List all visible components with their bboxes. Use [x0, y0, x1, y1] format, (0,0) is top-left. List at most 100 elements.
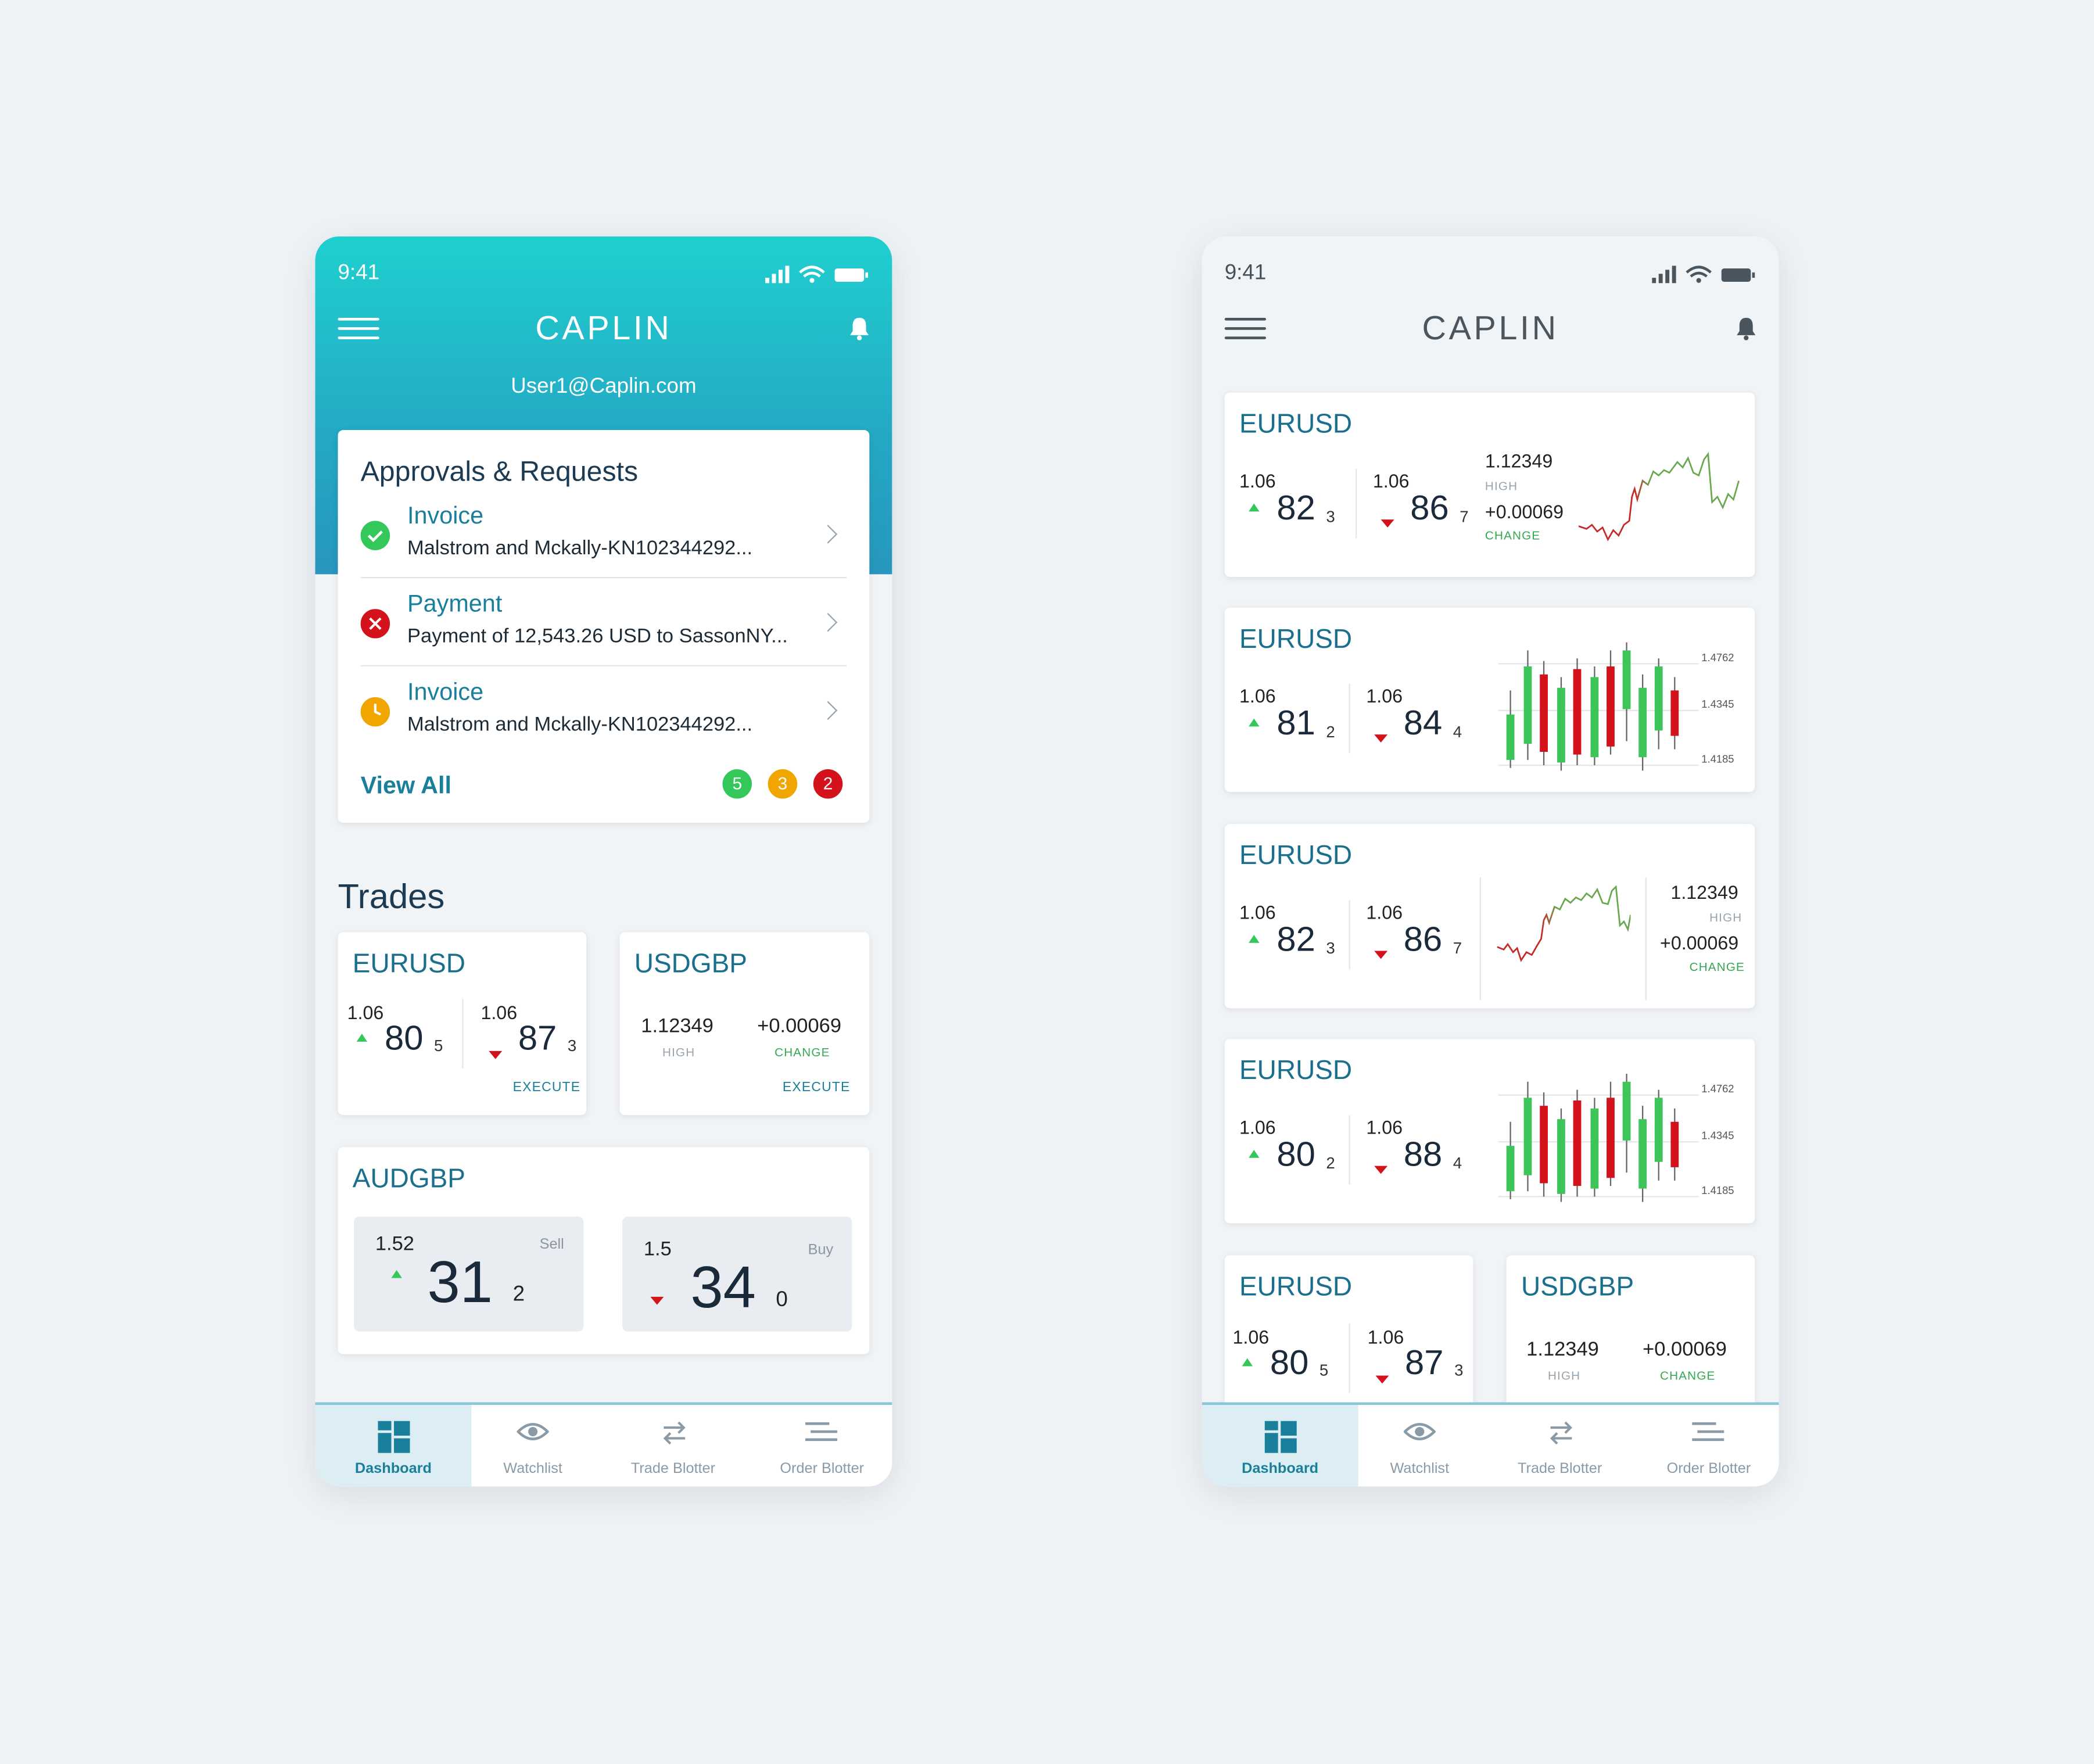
change-value: +0.00069	[1643, 1338, 1727, 1361]
pair-name: EURUSD	[1239, 841, 1353, 871]
nav-dashboard[interactable]: Dashboard	[315, 1405, 472, 1487]
bid-big[interactable]: 80	[384, 1017, 424, 1058]
bid-big[interactable]: 81	[1277, 702, 1315, 743]
bid-big[interactable]: 80	[1270, 1342, 1309, 1382]
ask-big[interactable]: 87	[1405, 1342, 1444, 1382]
change-value: +0.00069	[1485, 500, 1564, 522]
change-label: CHANGE	[1485, 529, 1541, 543]
candle-body	[1540, 674, 1548, 752]
status-icons	[1652, 266, 1755, 284]
nav-trade-blotter[interactable]: Trade Blotter	[1481, 1405, 1638, 1486]
menu-icon[interactable]	[1224, 318, 1266, 342]
view-all-link[interactable]: View All	[360, 772, 451, 799]
candle-body	[1557, 687, 1565, 763]
candle-body	[1590, 677, 1599, 758]
bid-small: 1.06	[1239, 685, 1276, 707]
candle-body	[1506, 714, 1515, 760]
ask-pip: 7	[1460, 507, 1469, 526]
approval-item[interactable]: Invoice Malstrom and Mckally-KN102344292…	[338, 500, 870, 577]
nav-order-blotter[interactable]: Order Blotter	[1638, 1405, 1779, 1486]
trade-tile-usdgbp[interactable]: USDGBP 1.12349 HIGH +0.00069 CHANGE	[1506, 1255, 1755, 1429]
phone-dashboard-approvals: 9:41 CAPLIN User1@Caplin.com Approvals &…	[315, 236, 892, 1487]
watchlist-card[interactable]: EURUSD 1.06 81 2 1.06 84 4 1.4762 1.4345…	[1224, 607, 1755, 793]
up-arrow-icon	[1242, 1358, 1253, 1367]
nav-dashboard[interactable]: Dashboard	[1202, 1405, 1358, 1487]
approval-type: Payment	[407, 590, 503, 617]
ask-big[interactable]: 88	[1403, 1134, 1443, 1174]
nav-label: Dashboard	[354, 1461, 432, 1478]
trade-tile-audgbp: AUDGBP 1.52 Sell 31 2 1.5 Buy 34 0	[338, 1147, 870, 1354]
approval-desc: Malstrom and Mckally-KN102344292...	[407, 536, 753, 560]
axis-label: 1.4185	[1701, 753, 1734, 766]
watchlist-card[interactable]: EURUSD 1.06 82 3 1.06 86 7 1.12349 HIGH …	[1224, 392, 1755, 577]
divider	[1349, 1115, 1350, 1185]
ask-big[interactable]: 86	[1410, 487, 1449, 528]
bid-big[interactable]: 82	[1277, 919, 1315, 959]
execute-button[interactable]: EXECUTE	[782, 1080, 851, 1095]
nav-label: Trade Blotter	[1518, 1461, 1602, 1478]
approval-desc: Malstrom and Mckally-KN102344292...	[407, 713, 753, 736]
chevron-right-icon	[818, 525, 838, 544]
ask-pip: 3	[1454, 1361, 1464, 1380]
candle-body	[1573, 669, 1582, 755]
approved-count-badge: 5	[722, 769, 752, 799]
sell-big: 31	[427, 1250, 493, 1316]
ask-big[interactable]: 86	[1403, 919, 1443, 959]
axis-label: 1.4762	[1701, 1083, 1734, 1095]
status-time: 9:41	[1224, 261, 1267, 285]
pair-name: EURUSD	[1239, 1272, 1353, 1303]
eye-icon	[1403, 1423, 1436, 1440]
high-label: HIGH	[1709, 910, 1742, 924]
pair-name: EURUSD	[1239, 1056, 1353, 1086]
pair-name: USDGBP	[1521, 1272, 1634, 1303]
bottom-nav: Dashboard Watchlist Trade Blotter Order …	[315, 1402, 892, 1487]
ask-small: 1.06	[1366, 1116, 1403, 1138]
down-arrow-icon	[489, 1050, 503, 1059]
menu-icon[interactable]	[338, 318, 379, 342]
ask-pip: 4	[1453, 722, 1462, 741]
up-arrow-icon	[391, 1270, 402, 1278]
bid-small: 1.06	[1239, 1116, 1276, 1138]
buy-button[interactable]: 1.5 Buy 34 0	[622, 1216, 852, 1332]
nav-watchlist[interactable]: Watchlist	[1358, 1405, 1481, 1486]
nav-watchlist[interactable]: Watchlist	[471, 1405, 594, 1486]
nav-order-blotter[interactable]: Order Blotter	[752, 1405, 892, 1486]
sparkline-chart	[1497, 885, 1631, 962]
ask-big[interactable]: 87	[518, 1017, 557, 1058]
watchlist-card[interactable]: EURUSD 1.06 80 2 1.06 88 4 1.4762 1.4345…	[1224, 1039, 1755, 1224]
approval-item[interactable]: Invoice Malstrom and Mckally-KN102344292…	[338, 676, 870, 753]
pair-name: EURUSD	[1239, 410, 1353, 440]
down-arrow-icon	[650, 1296, 664, 1305]
up-arrow-icon	[1249, 1150, 1260, 1158]
bell-icon[interactable]	[1736, 317, 1756, 340]
axis-label: 1.4185	[1701, 1184, 1734, 1197]
nav-label: Order Blotter	[1666, 1461, 1751, 1478]
bell-icon[interactable]	[849, 317, 869, 340]
nav-trade-blotter[interactable]: Trade Blotter	[594, 1405, 752, 1486]
execute-button[interactable]: EXECUTE	[512, 1080, 581, 1095]
nav-label: Order Blotter	[780, 1461, 865, 1478]
pair-name: EURUSD	[1239, 625, 1353, 655]
candle-body	[1506, 1146, 1515, 1192]
watchlist-card[interactable]: EURUSD 1.06 82 3 1.06 86 7 1.12349 HIGH …	[1224, 824, 1755, 1009]
chevron-right-icon	[818, 612, 838, 632]
bid-small: 1.06	[347, 1001, 384, 1023]
swap-arrows-icon	[663, 1421, 686, 1445]
chevron-right-icon	[818, 701, 838, 720]
ask-big[interactable]: 84	[1403, 702, 1443, 743]
sell-button[interactable]: 1.52 Sell 31 2	[354, 1216, 584, 1332]
candle-body	[1654, 1098, 1663, 1162]
candle-body	[1607, 1098, 1615, 1178]
bid-small: 1.06	[1232, 1326, 1270, 1348]
bid-big[interactable]: 80	[1277, 1134, 1315, 1174]
cross-circle-icon	[360, 609, 390, 639]
ask-pip: 3	[567, 1036, 577, 1055]
status-icons	[765, 266, 869, 284]
approval-item[interactable]: Payment Payment of 12,543.26 USD to Sass…	[338, 587, 870, 665]
up-arrow-icon	[1249, 503, 1260, 512]
nav-label: Trade Blotter	[630, 1461, 716, 1478]
bid-big[interactable]: 82	[1277, 487, 1315, 528]
trade-tile-eurusd[interactable]: EURUSD 1.06 80 5 1.06 87 3	[1224, 1255, 1473, 1429]
bid-pip: 2	[1326, 1153, 1335, 1173]
user-email: User1@Caplin.com	[511, 375, 697, 398]
